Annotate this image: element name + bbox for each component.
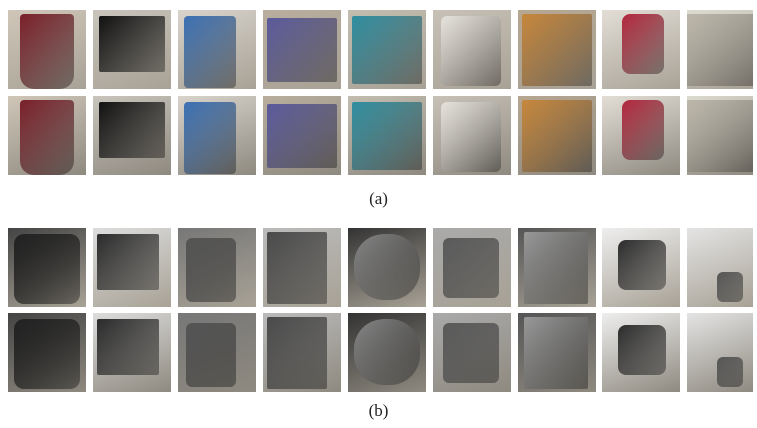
image-tile bbox=[687, 10, 753, 89]
object bbox=[97, 234, 159, 290]
image-tile bbox=[263, 228, 341, 307]
image-tile bbox=[602, 10, 680, 89]
image-tile bbox=[518, 96, 596, 175]
object bbox=[524, 232, 588, 304]
object bbox=[441, 102, 501, 172]
object bbox=[618, 240, 666, 290]
image-tile bbox=[8, 228, 86, 307]
object bbox=[618, 325, 666, 375]
object bbox=[352, 102, 422, 170]
image-tile bbox=[263, 313, 341, 392]
object bbox=[687, 14, 753, 86]
object bbox=[97, 319, 159, 375]
object bbox=[267, 104, 337, 168]
image-tile bbox=[8, 96, 86, 175]
panel-caption: (b) bbox=[368, 401, 389, 420]
image-tile bbox=[178, 228, 256, 307]
object bbox=[14, 319, 80, 389]
image-tile bbox=[8, 313, 86, 392]
image-tile bbox=[687, 313, 753, 392]
image-tile bbox=[348, 10, 426, 89]
object bbox=[622, 14, 664, 74]
object bbox=[522, 100, 592, 172]
object bbox=[524, 317, 588, 389]
object bbox=[441, 16, 501, 86]
object bbox=[99, 102, 165, 158]
object bbox=[20, 100, 74, 175]
object bbox=[186, 238, 236, 302]
image-tile bbox=[433, 96, 511, 175]
image-tile bbox=[687, 96, 753, 175]
image-tile bbox=[433, 228, 511, 307]
image-tile bbox=[602, 96, 680, 175]
object bbox=[687, 100, 753, 172]
image-tile bbox=[93, 228, 171, 307]
image-tile bbox=[263, 10, 341, 89]
image-tile bbox=[263, 96, 341, 175]
object bbox=[186, 323, 236, 387]
object bbox=[717, 272, 743, 302]
object bbox=[20, 14, 74, 89]
image-tile bbox=[93, 96, 171, 175]
object bbox=[14, 234, 80, 304]
image-tile bbox=[518, 313, 596, 392]
object bbox=[354, 234, 420, 300]
object bbox=[184, 102, 236, 174]
object bbox=[717, 357, 743, 387]
image-tile bbox=[178, 313, 256, 392]
object bbox=[267, 232, 327, 304]
image-tile bbox=[687, 228, 753, 307]
object bbox=[443, 238, 499, 298]
object bbox=[622, 100, 664, 160]
image-tile bbox=[518, 10, 596, 89]
image-tile bbox=[433, 10, 511, 89]
image-tile bbox=[602, 228, 680, 307]
image-tile bbox=[178, 10, 256, 89]
image-tile bbox=[348, 228, 426, 307]
object bbox=[184, 16, 236, 88]
image-tile bbox=[8, 10, 86, 89]
object bbox=[522, 14, 592, 86]
image-tile bbox=[433, 313, 511, 392]
image-tile bbox=[518, 228, 596, 307]
object bbox=[354, 319, 420, 385]
image-tile bbox=[348, 96, 426, 175]
object bbox=[443, 323, 499, 383]
object bbox=[267, 18, 337, 82]
panel-caption: (a) bbox=[369, 189, 388, 208]
image-tile bbox=[348, 313, 426, 392]
object bbox=[99, 16, 165, 72]
object bbox=[352, 16, 422, 84]
image-tile bbox=[178, 96, 256, 175]
image-tile bbox=[93, 313, 171, 392]
object bbox=[267, 317, 327, 389]
image-tile bbox=[93, 10, 171, 89]
image-tile bbox=[602, 313, 680, 392]
